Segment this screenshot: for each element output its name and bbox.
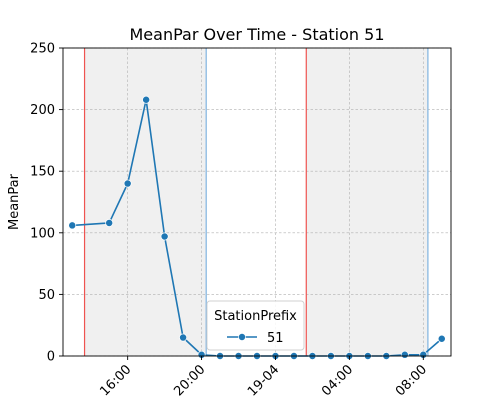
- x-tick-label: 20:00: [171, 362, 208, 399]
- x-tick-label: 04:00: [319, 362, 356, 399]
- data-point: [437, 334, 446, 343]
- data-point: [400, 350, 409, 359]
- shaded-region: [306, 48, 428, 356]
- y-tick-label: 0: [47, 350, 55, 365]
- chart-title: MeanPar Over Time - Station 51: [130, 25, 385, 44]
- y-tick-label: 150: [30, 165, 55, 180]
- data-point: [179, 333, 188, 342]
- shaded-region: [84, 48, 207, 356]
- legend-title: StationPrefix: [214, 309, 297, 324]
- x-tick-label: 08:00: [393, 362, 430, 399]
- data-point: [142, 95, 151, 104]
- y-tick-label: 250: [30, 42, 55, 57]
- y-tick-label: 100: [30, 226, 55, 241]
- legend-marker: [238, 333, 246, 341]
- data-point: [105, 218, 114, 227]
- legend-label: 51: [267, 331, 284, 346]
- y-tick-label: 50: [38, 288, 55, 303]
- plot-area: 0 50 100 150 200 250 16:00 20:00 19-04 04:00 08:00: [30, 42, 452, 400]
- data-point: [123, 179, 132, 188]
- data-point: [68, 221, 77, 230]
- y-axis-label: MeanPar: [7, 173, 22, 230]
- x-tick-label: 16:00: [97, 362, 134, 399]
- x-tick-label: 19-04: [245, 362, 282, 399]
- legend: StationPrefix 51: [206, 300, 305, 351]
- data-point: [160, 232, 169, 241]
- plot-frame: [62, 47, 452, 357]
- y-tick-label: 200: [30, 103, 55, 118]
